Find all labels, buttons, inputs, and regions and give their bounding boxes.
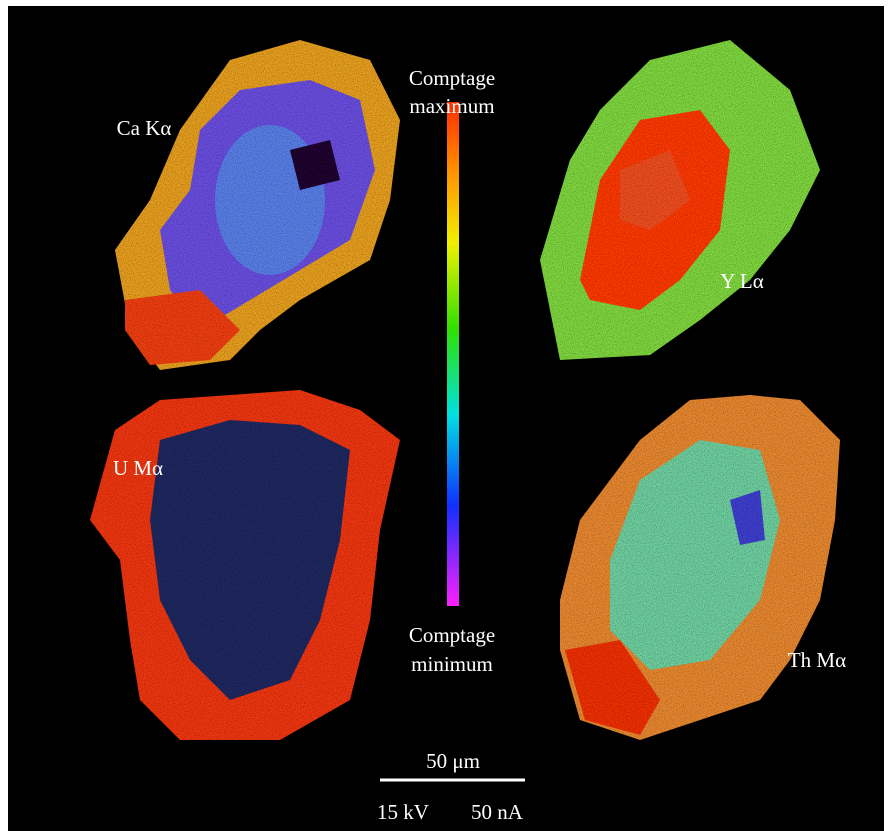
map-label: Ca Kα bbox=[117, 116, 172, 140]
colorbar-top: maximum bbox=[409, 94, 494, 118]
grain-th bbox=[560, 395, 840, 740]
colorbar-top: Comptage bbox=[409, 66, 495, 90]
grain-u bbox=[90, 390, 400, 740]
map-label: Y Lα bbox=[720, 269, 763, 293]
colorbar bbox=[447, 102, 459, 606]
colorbar-bottom: minimum bbox=[411, 652, 493, 676]
map-label: Th Mα bbox=[788, 648, 846, 672]
grain-ca bbox=[115, 40, 400, 370]
grain-y bbox=[540, 40, 820, 360]
colorbar-bottom: Comptage bbox=[409, 623, 495, 647]
scale-label: 50 μm bbox=[426, 749, 480, 773]
condition: 50 nA bbox=[471, 800, 524, 824]
condition: 15 kV bbox=[377, 800, 429, 824]
map-label: U Mα bbox=[113, 456, 163, 480]
